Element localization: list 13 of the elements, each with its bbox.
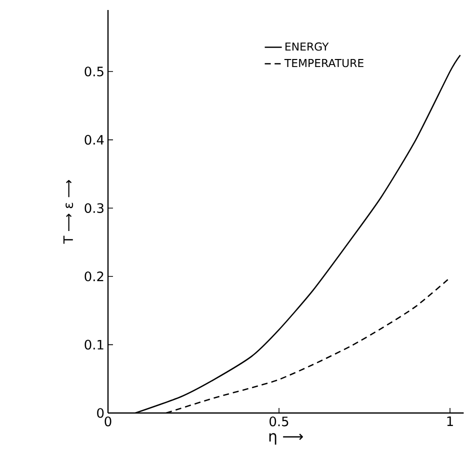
y-tick-label: 0.3 (84, 203, 104, 214)
x-tick-label: 0.5 (270, 416, 288, 426)
legend-label: ENERGY (286, 42, 329, 51)
y-tick-label: 0.5 (84, 66, 104, 76)
legend-label: TEMPERATURE (284, 59, 364, 68)
y-tick-label: 0.1 (84, 340, 104, 350)
x-tick-label: 1 (447, 416, 453, 426)
x-axis-title: η ⟶ (269, 433, 303, 445)
y-tick-label: 0 (97, 408, 104, 418)
y-axis-title: T ⟶ ε ⟶ (63, 180, 74, 244)
x-tick-label: 0 (104, 416, 112, 426)
y-tick-label: 0.4 (84, 134, 104, 145)
y-tick-label: 0.2 (84, 272, 104, 282)
